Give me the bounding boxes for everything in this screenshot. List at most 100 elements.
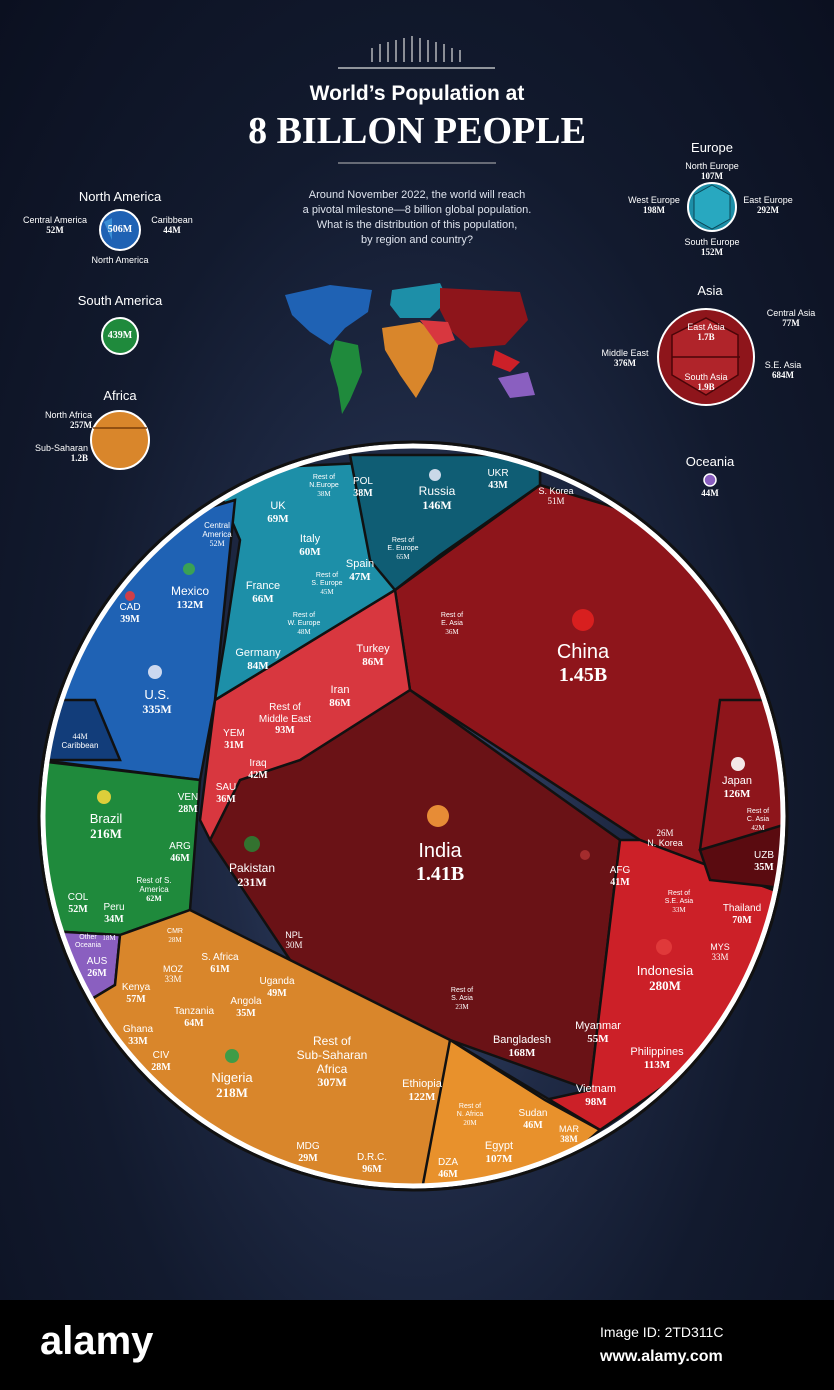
label-turkey: Turkey 86M [356,643,390,668]
europe-mini-chart [687,182,737,232]
na-label: North America [91,255,149,265]
label-mar: MAR 38M [559,1124,579,1145]
page-title-line2: 8 BILLON PEOPLE [248,110,586,152]
label-tanzania: Tanzania 64M [173,1006,215,1029]
label-central-america: Central America 52M [202,521,232,549]
label-drc: D.R.C. 96M [357,1152,387,1175]
voronoi-outline [40,443,786,1189]
label-cmr: CMR 28M [167,928,183,945]
sa-total: 439M [107,330,133,341]
label-moz: MOZ 33M [163,964,183,985]
label-brazil: Brazil 216M [89,811,123,841]
africa-north: North Africa 257M [44,410,92,431]
label-rest-c-asia: Rest of C. Asia 42M [746,808,770,833]
label-nigeria: Nigeria 218M [211,1070,253,1100]
asia-se: S.E. Asia 684M [764,360,802,381]
asia-east: East Asia 1.7B [687,322,725,343]
africa-mini-chart [90,410,150,470]
na-total: 506M [107,224,133,235]
intro-line1: Around November 2022, the world will rea… [308,189,526,201]
label-us: U.S. 335M [142,687,172,716]
label-s-africa: S. Africa 61M [201,952,239,975]
footer-brand: alamy [40,1319,154,1363]
label-spain: Spain 47M [345,558,375,583]
asia-title: Asia [697,283,723,298]
label-cad: CAD 39M [119,602,141,625]
europe-south: South Europe 152M [684,237,740,258]
label-bangladesh: Bangladesh 168M [492,1034,552,1059]
label-rest-middle-east: Rest of Middle East 93M [258,702,312,736]
label-rest-e-europe: Rest of E. Europe 65M [387,537,419,562]
label-uganda: Uganda 49M [259,976,295,999]
label-sau: SAU 36M [215,782,237,805]
label-india: India 1.41B [415,840,465,885]
oceania-mini-chart [703,473,717,487]
label-sudan: Sudan 46M [518,1108,548,1131]
label-n-korea: 26M N. Korea [647,828,683,849]
label-rest-s-europe: Rest of S. Europe 45M [311,572,343,597]
label-rest-ssa: Rest of Sub-Saharan Africa 307M [296,1034,368,1090]
footer-bar: alamy Image ID: 2TD311C www.alamy.com [0,1300,834,1390]
label-iran: Iran 86M [329,684,351,709]
na-mini-chart [99,209,141,251]
intro-line3: What is the distribution of this populat… [316,219,518,231]
label-mexico: Mexico 132M [170,584,209,611]
label-rest-se-asia: Rest of S.E. Asia 33M [664,890,694,915]
label-other-oceania: Other Oceania [74,934,102,950]
label-npl: NPL 30M [285,930,303,951]
page-title-line1: World’s Population at [309,82,525,105]
label-ven: VEN 28M [177,792,199,815]
label-pol: POL 38M [352,476,373,499]
label-mys: MYS 33M [710,942,730,963]
label-dza: DZA 46M [438,1157,458,1180]
label-germany: Germany 84M [235,647,281,672]
label-ghana: Ghana 33M [122,1024,154,1047]
label-rest-s-asia: Rest of S. Asia 23M [450,987,474,1012]
world-map [285,283,535,414]
label-yem: YEM 31M [223,728,245,751]
label-s-korea: S. Korea 51M [538,486,574,507]
label-thailand: Thailand 70M [722,903,762,926]
label-mdg: MDG 29M [296,1141,320,1164]
label-philippines: Philippines 113M [630,1046,684,1071]
label-kenya: Kenya 57M [121,982,151,1005]
label-uzb: UZB 35M [754,850,774,873]
label-vietnam: Vietnam 98M [575,1083,617,1108]
europe-west: West Europe 198M [628,195,680,216]
label-egypt: Egypt 107M [484,1140,514,1165]
sa-title: South America [77,293,163,308]
sa-mini-chart [101,317,139,355]
europe-title: Europe [691,140,733,155]
label-arg: ARG 46M [169,841,191,864]
oceania-title: Oceania [685,454,735,469]
label-russia: Russia 146M [418,484,456,512]
na-caribbean: Caribbean 44M [151,215,193,236]
asia-central: Central Asia 77M [766,308,816,329]
asia-mini-chart [657,308,755,406]
footer-image-id: Image ID: 2TD311C [600,1324,724,1340]
oceania-total: 44M [701,488,719,498]
na-central: Central America 52M [22,215,88,236]
label-rest-e-asia: Rest of E. Asia 36M [440,612,464,637]
label-peru: Peru 34M [103,902,125,925]
label-rest-w-europe: Rest of W. Europe 48M [287,612,321,637]
label-aus: AUS 26M [86,956,108,979]
label-indonesia: Indonesia 280M [636,963,694,993]
label-afg: AFG 41M [609,865,631,888]
label-myanmar: Myanmar 55M [575,1020,621,1045]
label-pakistan: Pakistan 231M [228,861,276,889]
cell-middle-east [198,587,412,843]
label-uk: UK 69M [267,500,289,525]
label-ukr: UKR 43M [487,468,509,491]
europe-east: East Europe 292M [743,195,793,216]
label-iraq: Iraq 42M [248,758,268,781]
label-caribbean: 44M Caribbean [61,732,99,751]
cell-central-asia [698,818,783,892]
label-italy: Italy 60M [299,533,321,558]
label-france: France 66M [245,580,281,605]
footer-url[interactable]: www.alamy.com [600,1348,723,1365]
label-china: China 1.45B [556,641,610,686]
people-icon [338,36,495,69]
africa-title: Africa [103,388,137,403]
label-rest-s-america: Rest of S. America 62M [136,876,172,904]
